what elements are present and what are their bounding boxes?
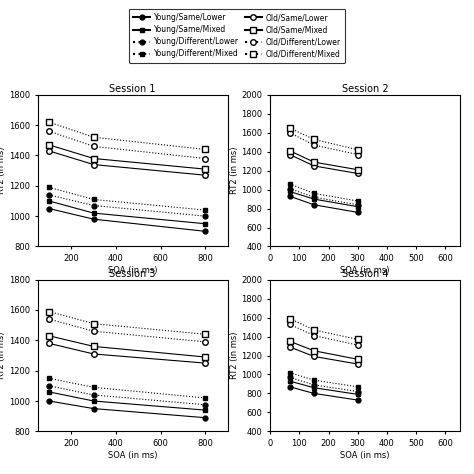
Legend: Young/Same/Lower, Young/Same/Mixed, Young/Different/Lower, Young/Different/Mixed: Young/Same/Lower, Young/Same/Mixed, Youn… [128,9,346,63]
Title: Session 4: Session 4 [342,269,388,279]
X-axis label: SOA (in ms): SOA (in ms) [108,451,157,460]
X-axis label: SOA (in ms): SOA (in ms) [340,451,390,460]
Title: Session 3: Session 3 [109,269,156,279]
Y-axis label: RT2 (in ms): RT2 (in ms) [229,147,238,194]
Y-axis label: RT2 (in ms): RT2 (in ms) [0,147,6,194]
Title: Session 1: Session 1 [109,84,156,94]
Y-axis label: RT2 (in ms): RT2 (in ms) [229,332,238,379]
X-axis label: SOA (in ms): SOA (in ms) [340,266,390,275]
X-axis label: SOA (in ms): SOA (in ms) [108,266,157,275]
Title: Session 2: Session 2 [342,84,388,94]
Y-axis label: RT2 (in ms): RT2 (in ms) [0,332,6,379]
